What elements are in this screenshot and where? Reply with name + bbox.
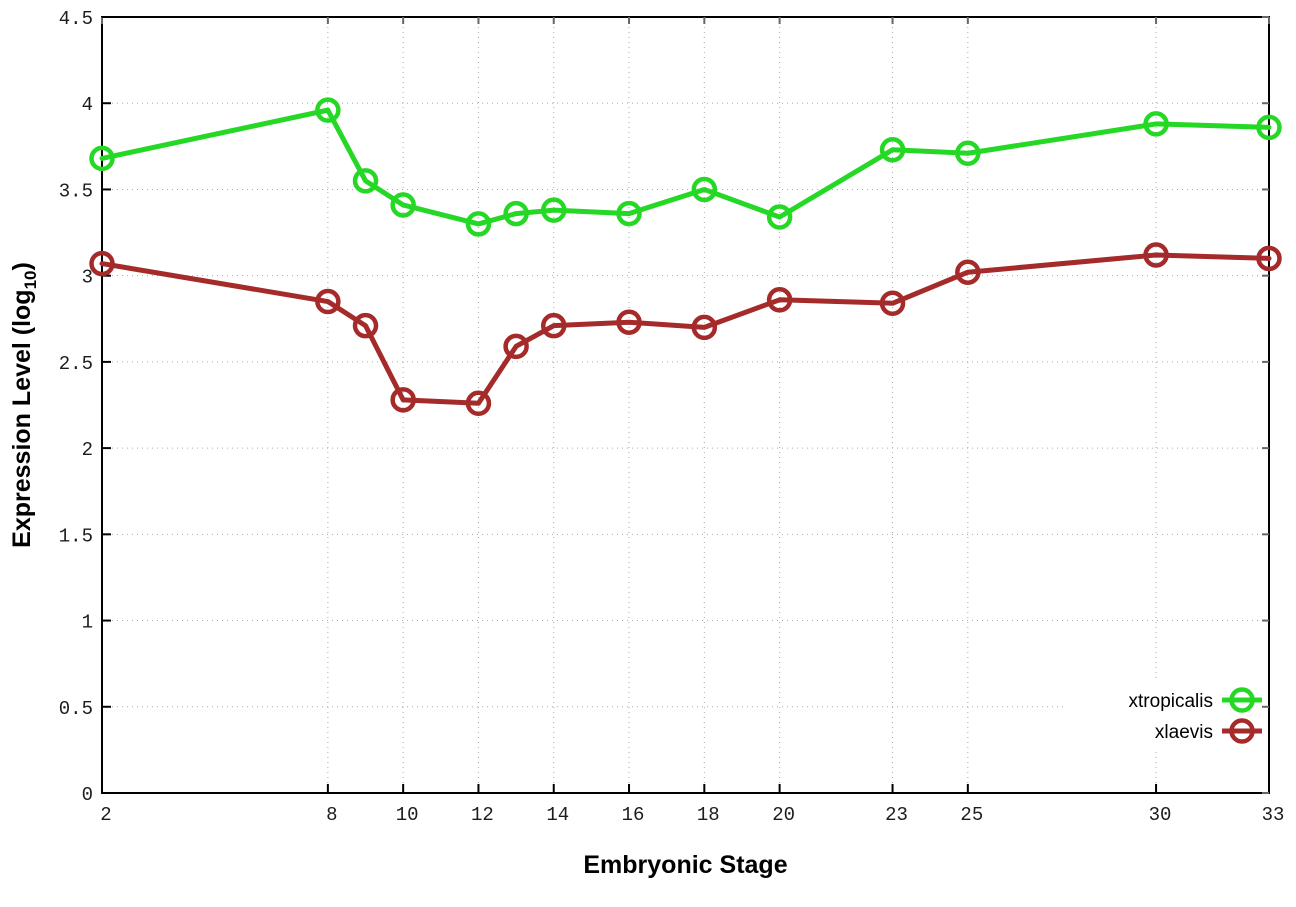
x-tick-label: 8 [326,804,337,826]
series-marker-xtropicalis [691,176,718,203]
series-marker-xtropicalis [879,137,906,163]
series-marker-xtropicalis [1256,114,1282,141]
series-marker-xlaevis [691,314,718,341]
legend-label-xlaevis: xlaevis [1155,722,1213,743]
x-tick-label: 2 [100,804,111,826]
series-marker-xlaevis [879,290,906,317]
series-marker-xtropicalis [352,168,379,194]
x-tick-label: 12 [471,804,494,826]
legend-marker-xlaevis [1229,718,1255,744]
x-tick-label: 20 [772,804,795,826]
x-tick-label: 14 [546,804,569,826]
x-tick-label: 30 [1149,804,1172,826]
series-marker-xtropicalis [315,97,341,123]
series-marker-xtropicalis [955,140,981,166]
series-marker-xtropicalis [89,145,115,172]
series-marker-xlaevis [955,259,981,285]
series-marker-xlaevis [352,312,379,339]
x-tick-label: 10 [396,804,419,826]
series-marker-xlaevis [390,387,416,413]
x-tick-label: 33 [1262,804,1285,826]
series-marker-xtropicalis [465,211,492,237]
y-tick-label: 4 [82,94,93,116]
x-tick-label: 23 [885,804,908,826]
series-marker-xlaevis [465,390,492,417]
x-tick-label: 25 [960,804,983,826]
series-marker-xtropicalis [540,197,567,223]
series-marker-xlaevis [540,312,567,339]
series-marker-xtropicalis [503,200,529,227]
series-marker-xtropicalis [616,200,642,227]
series-marker-xtropicalis [390,192,416,218]
series-marker-xlaevis [503,333,529,360]
series-marker-xtropicalis [766,204,793,230]
series-marker-xlaevis [616,309,642,335]
x-tick-label: 16 [622,804,645,826]
y-tick-label: 2 [82,439,93,461]
y-tick-label: 2.5 [59,353,93,375]
legend-label-xtropicalis: xtropicalis [1129,691,1213,712]
series-marker-xlaevis [1256,245,1282,272]
series-marker-xlaevis [89,250,115,277]
y-tick-label: 3 [82,267,93,289]
series-marker-xlaevis [766,287,793,313]
series-marker-xlaevis [315,288,341,315]
series-marker-xlaevis [1143,242,1169,268]
plot-border [101,16,1270,794]
legend-background [1063,680,1265,750]
y-tick-label: 1 [82,612,93,634]
y-tick-label: 3.5 [59,180,93,202]
y-tick-label: 4.5 [59,8,93,30]
y-tick-label: 1.5 [59,525,93,547]
x-tick-label: 18 [697,804,720,826]
y-tick-label: 0.5 [59,698,93,720]
series-marker-xtropicalis [1143,111,1169,137]
y-axis-label: Expression Level (log10) [8,262,40,548]
x-axis-label: Embryonic Stage [583,851,787,879]
legend-marker-xtropicalis [1229,687,1255,713]
series-line-xlaevis [99,252,1272,406]
y-tick-label: 0 [82,784,93,806]
